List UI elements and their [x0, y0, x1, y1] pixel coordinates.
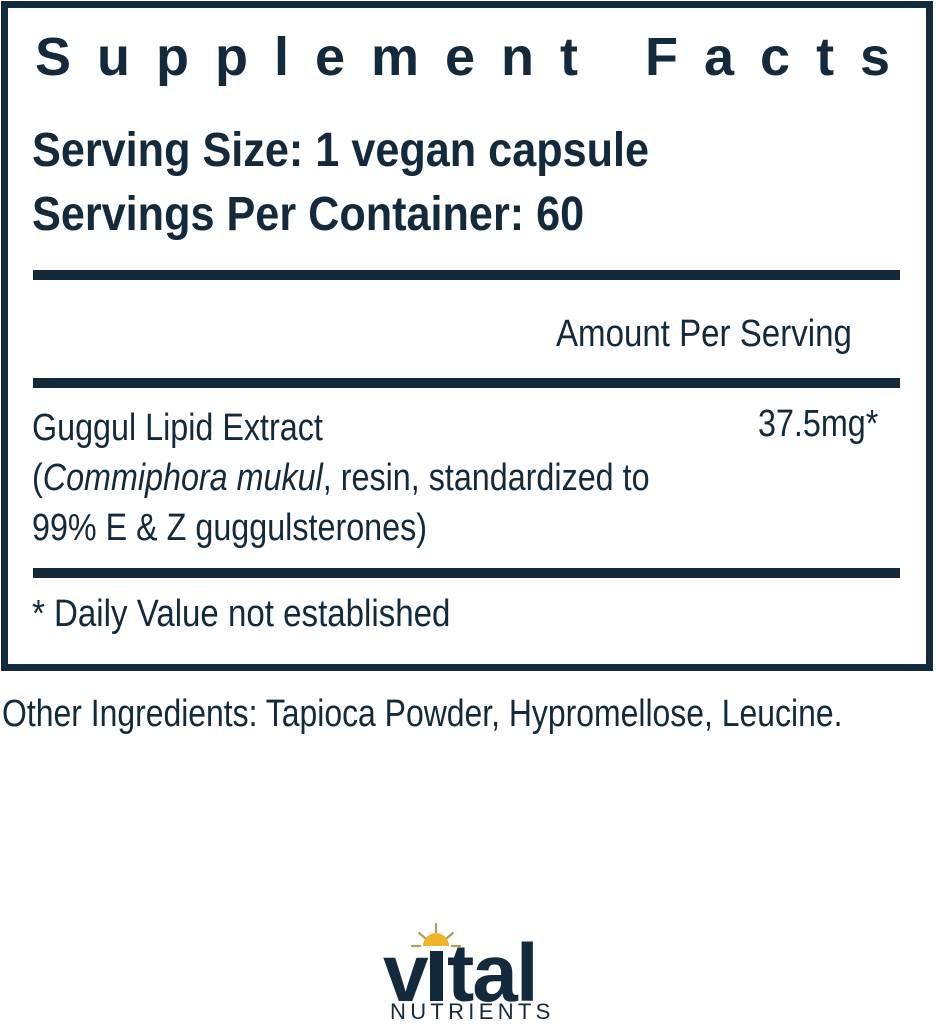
svg-text:NUTRIENTS: NUTRIENTS — [390, 999, 555, 1024]
